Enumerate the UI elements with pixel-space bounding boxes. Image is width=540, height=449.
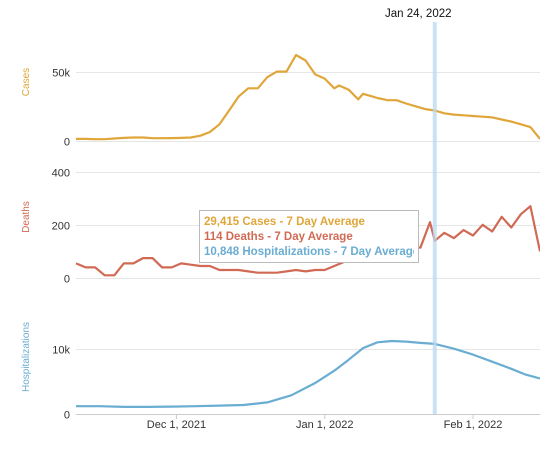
x-tick-label: Jan 1, 2022 (296, 419, 354, 431)
series-layer (75, 53, 540, 408)
crosshair-date-label: Jan 24, 2022 (385, 8, 452, 20)
y-tick-label: 0 (64, 274, 70, 286)
y-tick-label: 400 (52, 168, 70, 180)
y-tick-label: 0 (64, 410, 70, 422)
x-tick-label: Feb 1, 2022 (444, 419, 503, 431)
series-line-cases (76, 53, 540, 141)
y-axis-title: Cases (21, 68, 32, 96)
crosshair (432, 22, 437, 414)
hover-tooltip: 29,415 Cases - 7 Day Average 114 Deaths … (199, 210, 419, 263)
crosshair-line (432, 22, 437, 414)
axes: Dec 1, 2021 Jan 1, 2022 Feb 1, 2022 0 50k Cas… (21, 68, 540, 431)
y-tick-label: 10k (52, 345, 70, 357)
tooltip-cases-line: 29,415 Cases - 7 Day Average (204, 216, 365, 228)
y-tick-label: 50k (52, 68, 70, 80)
series-line-deaths (75, 205, 540, 277)
series-line-hospitalizations (76, 339, 540, 408)
tooltip-deaths-line: 114 Deaths - 7 Day Average (204, 231, 353, 243)
tooltip-hospitalizations-line: 10,848 Hospitalizations - 7 Day Average (204, 246, 414, 258)
x-tick-label: Dec 1, 2021 (147, 419, 206, 431)
y-axis-title: Hospitalizations (21, 322, 32, 392)
y-tick-label: 0 (64, 137, 70, 149)
y-axis-title: Deaths (21, 201, 32, 233)
y-tick-label: 200 (52, 221, 70, 233)
